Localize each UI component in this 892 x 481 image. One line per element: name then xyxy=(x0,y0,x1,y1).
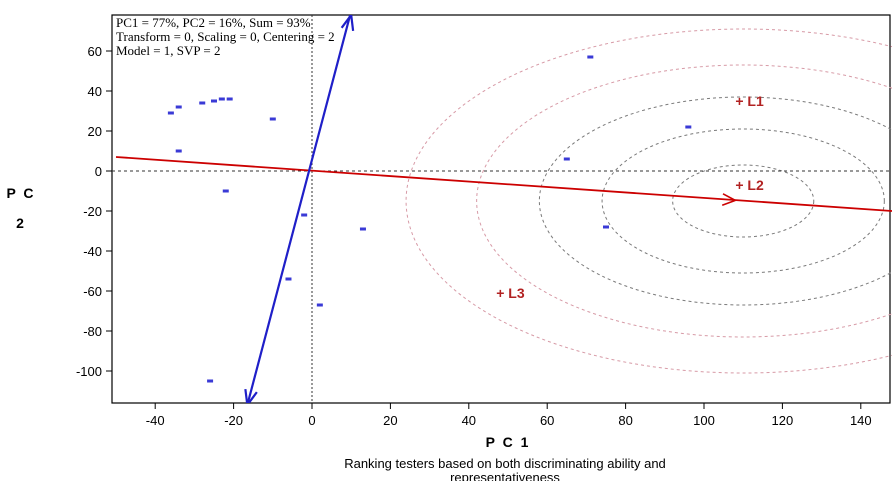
y-axis-title-line-2: 2 xyxy=(16,215,26,231)
y-tick-label: -40 xyxy=(83,244,102,259)
genotype-point xyxy=(587,55,594,59)
circle-gray-1 xyxy=(672,164,815,238)
plot-area xyxy=(111,14,891,404)
genotype-point xyxy=(211,99,217,103)
genotype-point xyxy=(167,111,174,115)
genotype-point xyxy=(685,125,692,129)
info-line-3: Model = 1, SVP = 2 xyxy=(116,43,220,58)
info-line-2: Transform = 0, Scaling = 0, Centering = … xyxy=(116,29,335,44)
x-tick-label: 100 xyxy=(693,413,715,428)
x-tick-label: 0 xyxy=(308,413,315,428)
average-environment-arrow xyxy=(721,193,738,206)
environment-labels: + L1 + L2 + L3 xyxy=(496,93,764,301)
genotype-point xyxy=(285,277,292,281)
y-tick-label: 20 xyxy=(88,124,102,139)
caption-line-2: representativeness xyxy=(450,470,560,481)
genotype-point xyxy=(316,303,323,307)
genotype-point xyxy=(218,97,225,101)
genotype-point xyxy=(222,189,229,193)
y-tick-label: -20 xyxy=(83,204,102,219)
y-axis-ticks: -100 -80 -60 -40 -20 0 20 40 60 xyxy=(76,44,112,379)
x-tick-label: -20 xyxy=(224,413,243,428)
genotype-point xyxy=(359,227,366,231)
x-tick-label: 140 xyxy=(850,413,872,428)
genotype-point xyxy=(269,117,276,121)
aec-ordinate-line xyxy=(246,15,352,403)
x-axis-ticks: -40 -20 0 20 40 60 80 100 120 140 xyxy=(146,403,872,428)
environment-label-3: + L3 xyxy=(496,285,525,301)
x-tick-label: -40 xyxy=(146,413,165,428)
x-tick-label: 80 xyxy=(618,413,632,428)
average-environment-axis xyxy=(115,156,892,212)
environment-label-2: + L2 xyxy=(735,177,764,193)
environment-label-1: + L1 xyxy=(735,93,764,109)
y-tick-label: -60 xyxy=(83,284,102,299)
genotype-point xyxy=(207,379,214,383)
x-tick-label: 60 xyxy=(540,413,554,428)
circle-gray-3 xyxy=(538,96,892,306)
circle-gray-2 xyxy=(601,128,885,274)
genotype-point xyxy=(603,225,609,229)
aec-arrowhead-top xyxy=(340,15,355,32)
y-tick-label: -80 xyxy=(83,324,102,339)
aec-arrowhead-bottom xyxy=(244,388,258,403)
y-tick-label: 60 xyxy=(88,44,102,59)
genotype-point xyxy=(226,97,233,101)
y-tick-label: -100 xyxy=(76,364,102,379)
y-axis-title-line-1: P C xyxy=(6,185,35,201)
x-axis-title: P C 1 xyxy=(486,434,531,450)
genotype-points xyxy=(167,55,692,383)
x-tick-label: 20 xyxy=(383,413,397,428)
genotype-point xyxy=(563,157,570,161)
genotype-point xyxy=(301,213,308,217)
circle-pink-2 xyxy=(405,28,892,374)
circle-pink-1 xyxy=(476,64,892,338)
y-tick-label: 0 xyxy=(95,164,102,179)
y-tick-label: 40 xyxy=(88,84,102,99)
genotype-point xyxy=(175,149,182,153)
genotype-point xyxy=(175,105,182,109)
x-tick-label: 120 xyxy=(772,413,794,428)
info-line-1: PC1 = 77%, PC2 = 16%, Sum = 93% xyxy=(116,15,311,30)
caption-line-1: Ranking testers based on both discrimina… xyxy=(344,456,666,471)
concentric-circles xyxy=(405,28,892,374)
genotype-point xyxy=(199,101,206,105)
x-tick-label: 40 xyxy=(462,413,476,428)
